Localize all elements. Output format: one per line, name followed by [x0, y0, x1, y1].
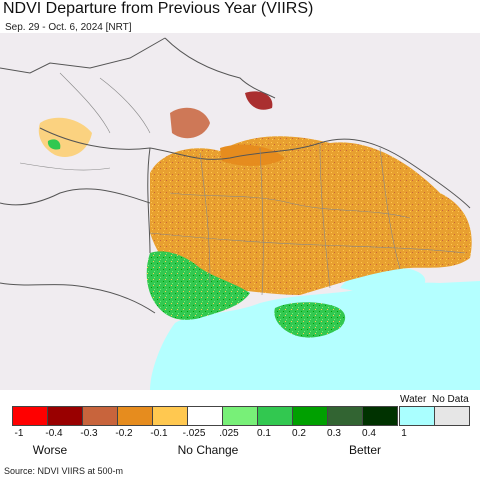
legend-tick-label: -0.4 — [45, 428, 63, 439]
legend-tick-label: -1 — [14, 428, 24, 439]
legend-nodata-label: No Data — [432, 394, 469, 405]
map-date-range: Sep. 29 - Oct. 6, 2024 [NRT] — [5, 22, 132, 33]
legend-tick-label: 0.4 — [362, 428, 376, 439]
legend-category-label: Better — [348, 443, 382, 457]
legend-swatch — [434, 406, 470, 426]
legend-water-label: Water — [400, 394, 427, 405]
country-borders — [0, 37, 471, 314]
source-note: Source: NDVI VIIRS at 500-m — [4, 466, 124, 476]
legend-swatch — [152, 406, 188, 426]
legend-swatch — [327, 406, 363, 426]
west-green-dots — [47, 139, 61, 150]
legend-swatch — [12, 406, 48, 426]
ndvi-decline-area — [150, 136, 472, 295]
legend-swatch — [47, 406, 83, 426]
legend-tick-label: 1 — [401, 428, 407, 439]
legend-category-label: Worse — [32, 443, 68, 457]
map-title: NDVI Departure from Previous Year (VIIRS… — [3, 0, 314, 17]
region-borders — [19, 72, 466, 296]
legend-swatch — [222, 406, 258, 426]
legend-category-label: No Change — [177, 443, 239, 457]
legend-tick-label: 0.2 — [292, 428, 306, 439]
legend-swatch — [399, 406, 435, 426]
legend-tick-label: 0.1 — [257, 428, 271, 439]
decline-mid-north — [220, 144, 285, 166]
ndvi-map — [0, 33, 480, 390]
legend-tick-label: -0.1 — [150, 428, 168, 439]
legend-swatch — [117, 406, 153, 426]
legend-tick-label: -0.3 — [80, 428, 98, 439]
legend-swatch — [187, 406, 223, 426]
legend-tick-label: 0.3 — [327, 428, 341, 439]
legend-swatch — [257, 406, 293, 426]
legend-swatch — [292, 406, 328, 426]
legend-tick-label: -.025 — [182, 428, 206, 439]
legend-tick-label: -0.2 — [115, 428, 133, 439]
legend-tick-label: .025 — [219, 428, 239, 439]
ndvi-improvement-south — [146, 251, 250, 320]
legend-swatch — [362, 406, 398, 426]
crimea — [274, 302, 346, 338]
strong-decline-ne — [245, 91, 273, 110]
legend-swatch — [82, 406, 118, 426]
strong-decline-north — [170, 107, 210, 139]
legend-color-bar — [12, 406, 470, 426]
